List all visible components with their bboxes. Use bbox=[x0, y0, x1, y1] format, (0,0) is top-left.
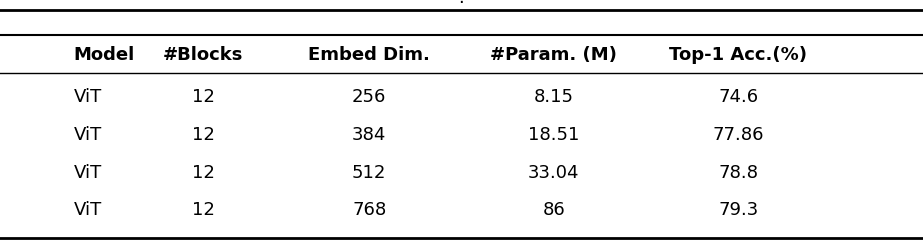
Text: 18.51: 18.51 bbox=[528, 126, 580, 144]
Text: 33.04: 33.04 bbox=[528, 164, 580, 182]
Text: ViT: ViT bbox=[74, 164, 102, 182]
Text: ViT: ViT bbox=[74, 88, 102, 106]
Text: Top-1 Acc.(%): Top-1 Acc.(%) bbox=[669, 46, 808, 64]
Text: 86: 86 bbox=[543, 201, 565, 219]
Text: .: . bbox=[459, 0, 464, 7]
Text: 8.15: 8.15 bbox=[533, 88, 574, 106]
Text: #Param. (M): #Param. (M) bbox=[490, 46, 617, 64]
Text: 12: 12 bbox=[192, 88, 214, 106]
Text: 12: 12 bbox=[192, 164, 214, 182]
Text: 768: 768 bbox=[352, 201, 387, 219]
Text: 77.86: 77.86 bbox=[713, 126, 764, 144]
Text: 74.6: 74.6 bbox=[718, 88, 759, 106]
Text: ViT: ViT bbox=[74, 126, 102, 144]
Text: #Blocks: #Blocks bbox=[162, 46, 244, 64]
Text: 12: 12 bbox=[192, 201, 214, 219]
Text: 78.8: 78.8 bbox=[718, 164, 759, 182]
Text: 512: 512 bbox=[352, 164, 387, 182]
Text: 384: 384 bbox=[352, 126, 387, 144]
Text: 79.3: 79.3 bbox=[718, 201, 759, 219]
Text: 12: 12 bbox=[192, 126, 214, 144]
Text: Model: Model bbox=[74, 46, 135, 64]
Text: ViT: ViT bbox=[74, 201, 102, 219]
Text: Embed Dim.: Embed Dim. bbox=[308, 46, 430, 64]
Text: 256: 256 bbox=[352, 88, 387, 106]
